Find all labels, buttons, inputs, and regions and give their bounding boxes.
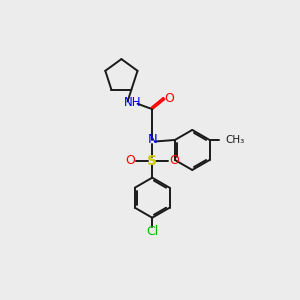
Text: O: O [164,92,174,105]
Text: CH₃: CH₃ [225,135,244,145]
Text: Cl: Cl [146,225,158,238]
Text: O: O [169,154,179,167]
Text: N: N [147,134,157,146]
Text: NH: NH [123,97,141,110]
Text: S: S [147,154,157,168]
Text: O: O [125,154,135,167]
